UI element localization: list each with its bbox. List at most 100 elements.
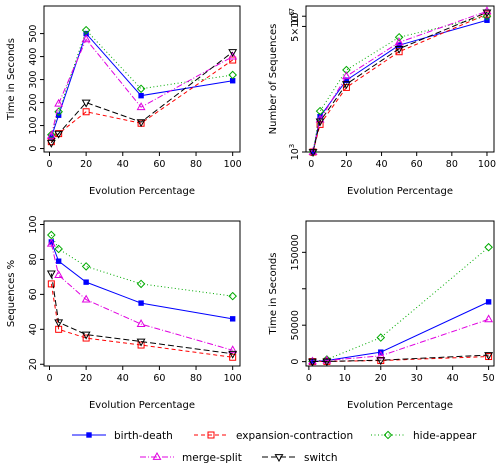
x-tick-label: 0 <box>46 373 52 384</box>
x-tick-label: 100 <box>478 159 496 170</box>
y-tick-label: 0 <box>28 146 39 152</box>
plot-frame <box>305 220 495 367</box>
data-point <box>54 107 63 117</box>
data-point <box>308 146 318 155</box>
data-point <box>138 300 144 306</box>
y-axis-label: Sequences % <box>6 260 17 327</box>
x-tick-label: 20 <box>375 373 387 384</box>
data-point <box>136 279 146 289</box>
data-point <box>308 356 317 365</box>
series-line <box>312 10 488 153</box>
x-tick-label: 60 <box>411 159 423 170</box>
data-point <box>315 118 325 127</box>
data-point <box>83 279 89 285</box>
series-hide-appear <box>308 11 492 157</box>
x-tick-label: 60 <box>153 373 165 384</box>
x-tick-label: 0 <box>46 159 52 170</box>
series-line <box>50 234 233 297</box>
series-birth-death <box>310 17 490 155</box>
legend-label: merge-split <box>182 452 242 464</box>
x-tick-label: 80 <box>190 373 202 384</box>
series-line <box>312 15 488 153</box>
series-line <box>312 301 489 362</box>
x-tick-label: 80 <box>190 159 202 170</box>
y-tick-label: 107 <box>288 8 301 25</box>
x-tick-label: 0 <box>308 159 314 170</box>
data-point <box>82 334 90 342</box>
y-tick-label: 200 <box>28 93 39 111</box>
plot-panel-4: 0 10 20 30 40 50 0 50000 150000 Evolution Percent… <box>268 220 495 411</box>
series-birth-death <box>309 299 492 365</box>
series-line <box>50 29 233 135</box>
series-hide-appear <box>47 25 237 140</box>
data-point <box>485 299 492 305</box>
series-hide-appear <box>47 230 237 301</box>
y-tick-label: 5×106 <box>288 11 301 42</box>
data-point <box>54 130 64 139</box>
data-point <box>308 149 318 158</box>
data-point <box>46 130 56 139</box>
data-point <box>138 92 144 99</box>
x-tick-label: 100 <box>224 373 242 384</box>
plot-frame <box>305 5 495 153</box>
data-point <box>136 119 146 128</box>
series-expansion-contraction <box>309 10 491 156</box>
data-point <box>308 358 317 367</box>
x-tick-label: 40 <box>117 159 129 170</box>
data-point <box>228 345 238 354</box>
y-tick-label: 103 <box>288 144 301 161</box>
series-merge-split <box>308 6 492 155</box>
x-tick-label: 100 <box>224 159 242 170</box>
data-point <box>229 56 237 64</box>
data-point <box>484 352 494 361</box>
data-point <box>82 108 90 116</box>
data-point <box>228 49 238 58</box>
x-tick-label: 20 <box>80 373 92 384</box>
series-switch <box>308 9 492 158</box>
y-tick-label: 500 <box>28 25 39 43</box>
data-point <box>228 70 237 80</box>
x-tick-label: 60 <box>153 159 165 170</box>
y-tick-label: 300 <box>28 71 39 89</box>
data-point <box>482 6 492 15</box>
x-tick-label: 80 <box>446 159 458 170</box>
data-point <box>376 357 386 366</box>
x-axis-label: Evolution Percentage <box>347 400 453 411</box>
plot-panel-1: 0 20 40 60 80 100 0 100 200 300 400 500 Evolution Pe… <box>6 5 242 197</box>
series-switch <box>46 49 238 148</box>
data-point <box>341 71 351 80</box>
plot-frame <box>43 5 241 153</box>
legend-item-hide-appear: hide-appear <box>371 430 477 442</box>
plot-panel-3: 0 20 40 60 80 100 20 40 60 80 100 Evolution Percent… <box>6 215 242 411</box>
series-birth-death <box>48 30 236 140</box>
series-line <box>312 246 489 362</box>
series-birth-death <box>48 239 236 322</box>
data-point <box>47 230 56 240</box>
legend-label: expansion-contraction <box>236 430 353 442</box>
data-point <box>81 99 91 108</box>
y-tick-text: 5×106 <box>288 11 301 42</box>
legend-marker <box>274 454 284 463</box>
data-point <box>228 350 238 359</box>
series-line <box>50 51 233 144</box>
legend-item-switch: switch <box>262 452 338 464</box>
y-tick-text: 107 <box>288 8 301 25</box>
data-point <box>81 25 91 35</box>
series-line <box>50 283 233 358</box>
data-point <box>81 34 91 43</box>
series-line <box>50 243 233 351</box>
series-line <box>312 354 489 363</box>
data-point <box>81 294 91 303</box>
data-point <box>394 32 404 42</box>
data-point <box>136 102 146 111</box>
y-tick-label: 80 <box>28 253 39 265</box>
legend-label: switch <box>304 452 338 464</box>
y-tick-label: 100 <box>28 116 39 134</box>
legend-marker <box>207 431 215 439</box>
y-tick-label: 100 <box>28 215 39 233</box>
data-point <box>54 270 64 279</box>
data-point <box>322 358 332 367</box>
series-hide-appear <box>308 242 493 366</box>
series-merge-split <box>46 238 238 354</box>
